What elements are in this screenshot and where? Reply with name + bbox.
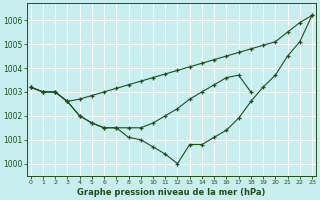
X-axis label: Graphe pression niveau de la mer (hPa): Graphe pression niveau de la mer (hPa) [77,188,266,197]
